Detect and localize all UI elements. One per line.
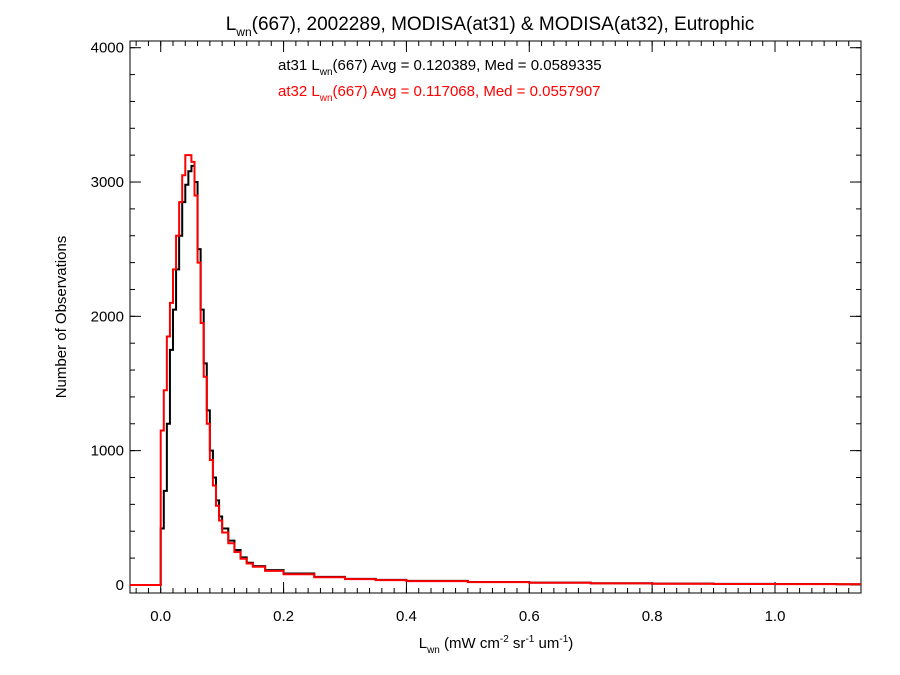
xlabel-sup-a: -2 — [500, 634, 509, 645]
x-tick-label: 0.0 — [150, 608, 171, 625]
legend-at31-stats: (667) Avg = 0.120389, Med = 0.0589335 — [333, 57, 602, 74]
x-axis-label: Lwn (mW cm-2 sr-1 um-1) — [419, 634, 574, 656]
xlabel-letter: L — [419, 635, 427, 652]
legend-at31-prefix: at31 L — [278, 57, 320, 74]
xlabel-subscript: wn — [426, 645, 440, 656]
y-axis-ticks: 0 1000 2000 3000 4000 — [91, 40, 861, 594]
x-tick-label: 0.2 — [273, 608, 294, 625]
legend-at32-stats: (667) Avg = 0.117068, Med = 0.0557907 — [333, 83, 601, 100]
legend-at32: at32 Lwn(667) Avg = 0.117068, Med = 0.05… — [278, 83, 601, 104]
title-subscript: wn — [235, 25, 251, 39]
xlabel-unit-a: (mW cm — [440, 635, 500, 652]
legend-at32-prefix: at32 L — [278, 83, 320, 100]
chart-title: Lwn(667), 2002289, MODISA(at31) & MODISA… — [226, 14, 755, 39]
series-at31-line — [130, 164, 861, 586]
y-tick-label: 1000 — [91, 443, 124, 460]
x-tick-label: 0.4 — [396, 608, 417, 625]
x-tick-label: 0.6 — [519, 608, 540, 625]
series-at32-line — [130, 154, 861, 586]
y-tick-label: 3000 — [91, 174, 124, 191]
x-tick-label: 1.0 — [765, 608, 786, 625]
xlabel-close: ) — [568, 635, 573, 652]
plot-frame — [129, 40, 862, 594]
x-axis-ticks: 0.0 0.2 0.4 0.6 0.8 1.0 — [135, 41, 862, 625]
xlabel-unit-b: sr — [509, 635, 526, 652]
legend-at31: at31 Lwn(667) Avg = 0.120389, Med = 0.05… — [278, 57, 602, 78]
xlabel-sup-b: -1 — [525, 634, 534, 645]
xlabel-sup-c: -1 — [559, 634, 568, 645]
xlabel-unit-c: um — [534, 635, 559, 652]
title-main-letter: L — [226, 14, 237, 35]
y-axis-label: Number of Observations — [53, 236, 70, 399]
y-tick-label: 2000 — [91, 308, 124, 325]
y-tick-label: 0 — [116, 577, 124, 594]
x-tick-label: 0.8 — [642, 608, 663, 625]
series-layer — [130, 154, 861, 586]
legend-at32-subscript: wn — [319, 93, 333, 104]
title-rest: (667), 2002289, MODISA(at31) & MODISA(at… — [252, 14, 755, 35]
y-tick-label: 4000 — [91, 40, 124, 57]
legend-at31-subscript: wn — [319, 67, 333, 78]
